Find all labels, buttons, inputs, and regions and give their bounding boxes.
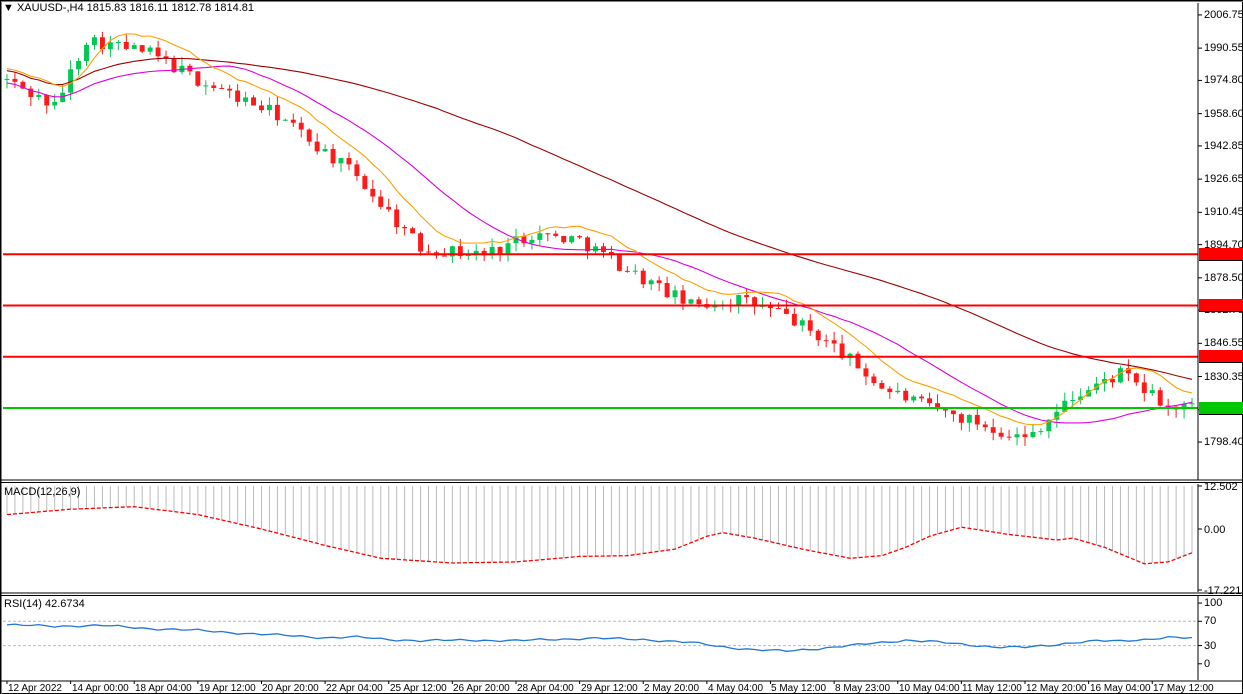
svg-text:多空转折点1815: 多空转折点1815	[821, 99, 1067, 137]
